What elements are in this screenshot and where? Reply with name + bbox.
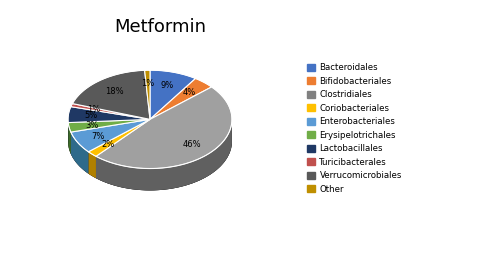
Polygon shape [88, 152, 96, 178]
Text: 18%: 18% [105, 87, 124, 96]
Polygon shape [96, 122, 232, 190]
Text: 5%: 5% [84, 111, 98, 120]
Text: 9%: 9% [160, 81, 174, 90]
Polygon shape [144, 70, 150, 119]
Text: 7%: 7% [92, 132, 104, 141]
Text: 1%: 1% [87, 105, 100, 114]
Polygon shape [88, 119, 150, 156]
Ellipse shape [68, 92, 232, 190]
Polygon shape [72, 70, 150, 119]
Text: 1%: 1% [142, 79, 154, 88]
Polygon shape [96, 87, 232, 169]
Text: 4%: 4% [182, 88, 196, 97]
Polygon shape [68, 119, 150, 132]
Text: 2%: 2% [102, 140, 115, 149]
Polygon shape [150, 78, 212, 119]
Legend: Bacteroidales, Bifidobacteriales, Clostridiales, Coriobacteriales, Enterobacteri: Bacteroidales, Bifidobacteriales, Clostr… [305, 62, 404, 195]
Polygon shape [71, 104, 150, 119]
Polygon shape [68, 119, 232, 190]
Polygon shape [71, 132, 88, 174]
Polygon shape [150, 70, 196, 119]
Text: Metformin: Metformin [114, 18, 206, 36]
Polygon shape [68, 107, 150, 123]
Text: 3%: 3% [85, 121, 98, 130]
Text: 46%: 46% [182, 140, 201, 149]
Polygon shape [71, 119, 150, 152]
Polygon shape [68, 123, 71, 154]
